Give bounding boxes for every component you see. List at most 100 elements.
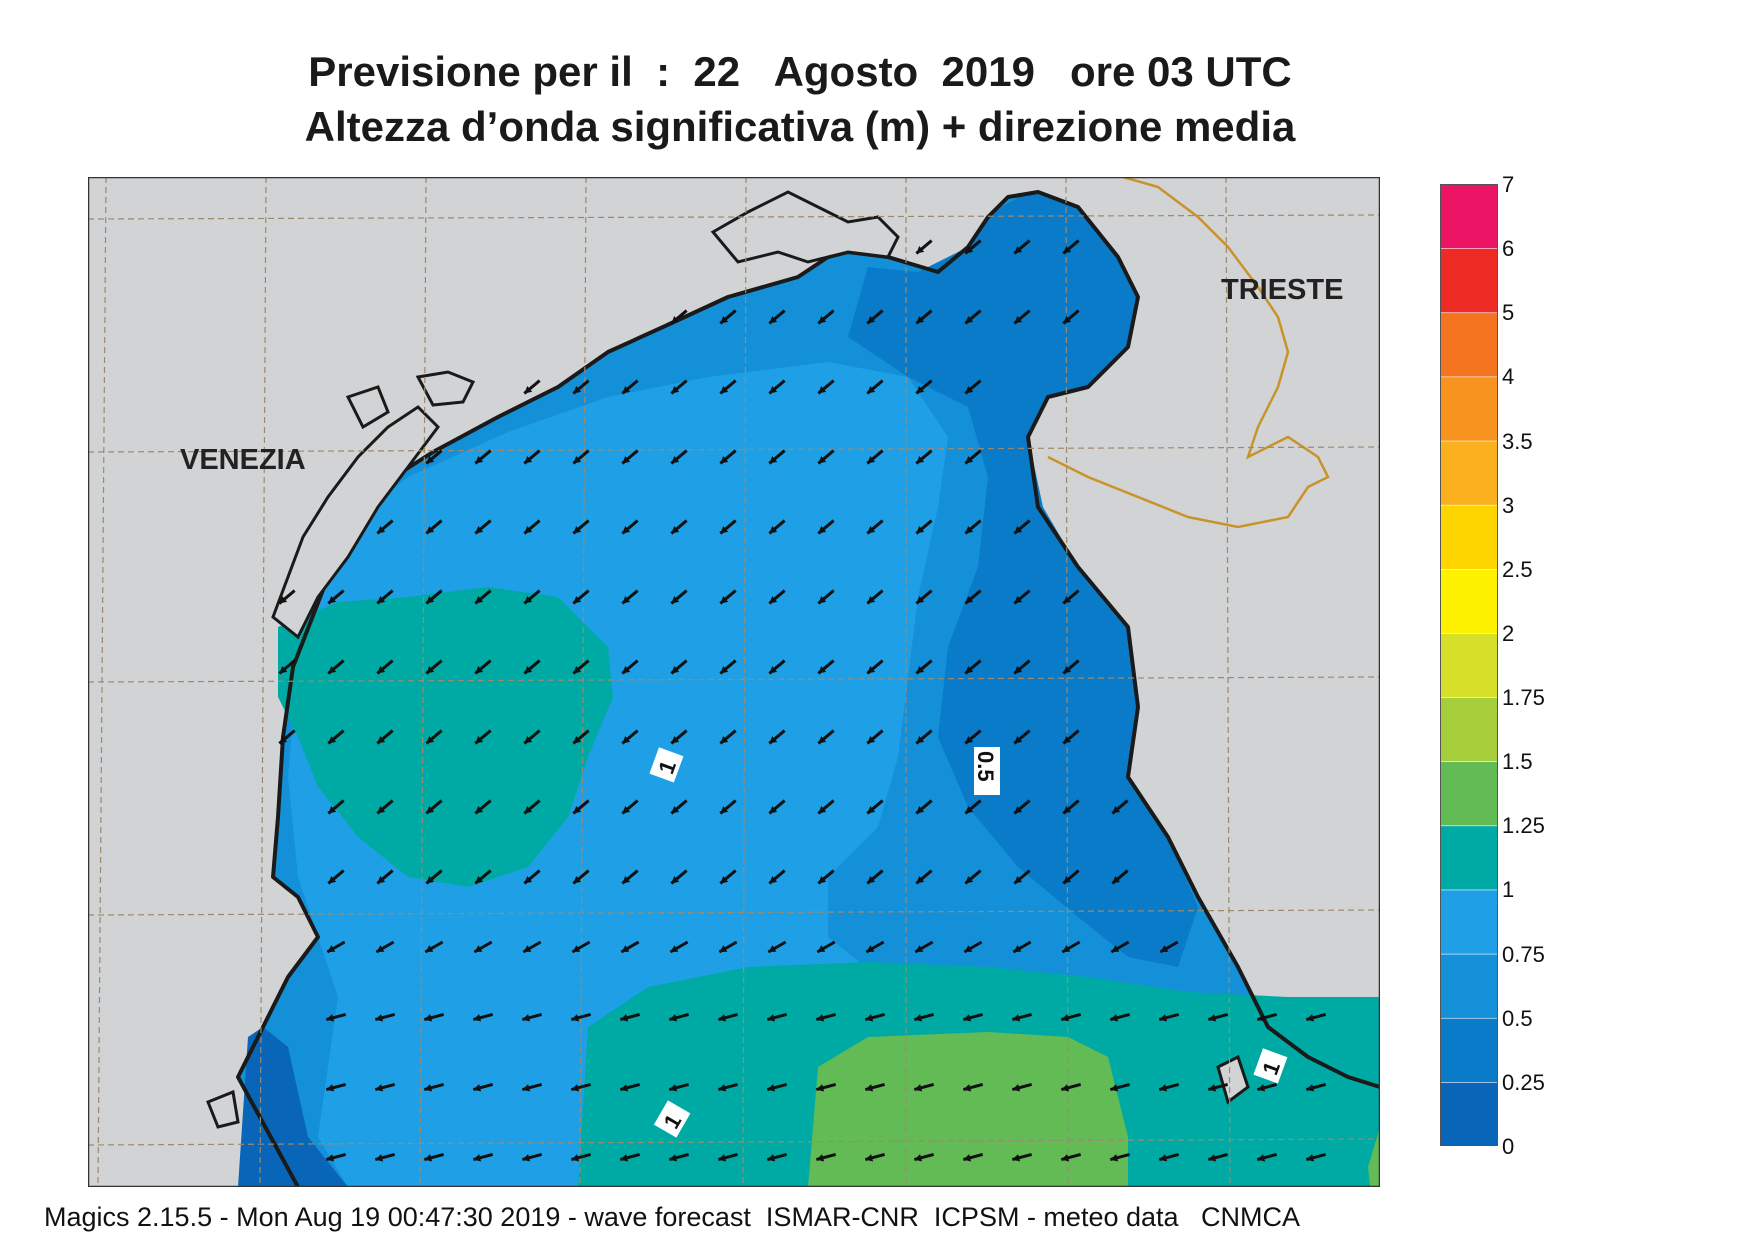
- direction-arrow-head: [1257, 1154, 1266, 1162]
- legend-tick-label: 7: [1502, 172, 1515, 197]
- direction-arrow-head: [965, 595, 974, 604]
- direction-arrow-head: [573, 455, 582, 464]
- direction-arrow-head: [817, 945, 826, 952]
- direction-arrow-head: [671, 315, 680, 324]
- direction-arrow-head: [767, 1084, 776, 1092]
- legend-swatch: [1439, 696, 1499, 762]
- direction-arrow-head: [818, 385, 827, 394]
- direction-arrow-head: [376, 945, 385, 952]
- direction-arrow-head: [377, 525, 386, 534]
- direction-arrow-head: [426, 595, 435, 604]
- direction-arrow-head: [475, 595, 484, 604]
- direction-arrow-head: [326, 1014, 335, 1022]
- direction-arrow-head: [475, 805, 484, 814]
- direction-arrow-head: [769, 385, 778, 394]
- direction-arrow-head: [767, 1154, 776, 1162]
- direction-arrow-head: [916, 455, 925, 464]
- direction-arrow-head: [916, 385, 925, 394]
- direction-arrow-head: [867, 455, 876, 464]
- direction-arrow-head: [328, 875, 337, 884]
- direction-arrow-head: [1306, 1154, 1315, 1162]
- direction-arrow-head: [867, 805, 876, 814]
- sea-band-125-15: [808, 1032, 1128, 1187]
- direction-arrow-head: [1014, 315, 1023, 324]
- direction-arrow-head: [867, 385, 876, 394]
- legend-tick-label: 0.5: [1502, 1005, 1533, 1031]
- direction-arrow-head: [769, 805, 778, 814]
- direction-arrow-head: [818, 315, 827, 324]
- direction-arrow-head: [769, 595, 778, 604]
- direction-arrow-head: [1110, 1084, 1119, 1092]
- direction-arrow-head: [622, 455, 631, 464]
- direction-arrow-head: [473, 1014, 482, 1022]
- legend-swatch: [1439, 311, 1499, 378]
- legend-tick-label: 4: [1502, 364, 1515, 390]
- direction-arrow-head: [1012, 1014, 1021, 1022]
- direction-arrow-head: [375, 1014, 384, 1022]
- direction-arrow-head: [867, 665, 876, 674]
- direction-arrow-head: [377, 595, 386, 604]
- direction-arrow-head: [965, 525, 974, 534]
- direction-arrow-head: [914, 1154, 923, 1162]
- direction-arrow-head: [571, 1084, 580, 1092]
- direction-arrow-head: [965, 735, 974, 744]
- direction-arrow-head: [865, 1014, 874, 1022]
- direction-arrow-head: [474, 945, 483, 952]
- direction-arrow-head: [1014, 875, 1023, 884]
- direction-arrow-head: [818, 735, 827, 744]
- direction-arrow-head: [1159, 1014, 1168, 1022]
- direction-arrow-head: [1014, 805, 1023, 814]
- sea-band-025-05: [848, 192, 1198, 967]
- direction-arrow-head: [768, 945, 777, 952]
- direction-arrow-head: [916, 315, 925, 324]
- direction-arrow-head: [720, 315, 729, 324]
- direction-arrow-head: [426, 735, 435, 744]
- direction-arrow-head: [326, 1154, 335, 1162]
- direction-arrow-head: [916, 525, 925, 534]
- legend-tick-label: 1: [1502, 877, 1515, 903]
- direction-arrow-head: [867, 525, 876, 534]
- direction-arrow-head: [573, 595, 582, 604]
- direction-arrow-head: [767, 1014, 776, 1022]
- direction-arrow-head: [965, 805, 974, 814]
- direction-arrow-head: [1306, 1084, 1315, 1092]
- direction-arrow-head: [671, 595, 680, 604]
- direction-arrow-head: [573, 665, 582, 674]
- sea-band-0-025: [238, 1027, 348, 1187]
- direction-arrow-head: [1014, 735, 1023, 744]
- direction-arrow-head: [963, 1014, 972, 1022]
- direction-arrow-head: [965, 875, 974, 884]
- direction-arrow-head: [1110, 1154, 1119, 1162]
- direction-arrow-head: [1063, 315, 1072, 324]
- direction-arrow-head: [573, 735, 582, 744]
- direction-arrow-head: [279, 735, 288, 744]
- direction-arrow-head: [524, 595, 533, 604]
- city-label-trieste: TRIESTE: [1221, 274, 1343, 306]
- direction-arrow-head: [622, 525, 631, 534]
- legend-swatch: [1439, 825, 1499, 891]
- direction-arrow-head: [1012, 1154, 1021, 1162]
- direction-arrow-head: [524, 805, 533, 814]
- direction-arrow-head: [769, 875, 778, 884]
- direction-arrow-head: [865, 1154, 874, 1162]
- direction-arrow-head: [620, 1154, 629, 1162]
- direction-arrow-head: [720, 385, 729, 394]
- direction-arrow-head: [328, 805, 337, 814]
- direction-arrow-head: [1062, 945, 1071, 952]
- direction-arrow-head: [671, 525, 680, 534]
- legend-tick-label: 2: [1502, 620, 1515, 646]
- lagoon-island: [415, 370, 476, 407]
- direction-arrow-head: [1112, 805, 1121, 814]
- direction-arrow-head: [1257, 1014, 1266, 1022]
- direction-arrow-head: [867, 735, 876, 744]
- direction-arrow-head: [524, 455, 533, 464]
- direction-arrow-head: [1013, 945, 1022, 952]
- direction-arrow-head: [818, 665, 827, 674]
- island: [1216, 1054, 1250, 1105]
- direction-arrow-head: [1111, 945, 1120, 952]
- direction-arrow-head: [964, 945, 973, 952]
- direction-arrow-head: [473, 1084, 482, 1092]
- legend-swatch: [1439, 889, 1499, 955]
- direction-arrow-head: [720, 805, 729, 814]
- direction-arrow-head: [718, 1014, 727, 1022]
